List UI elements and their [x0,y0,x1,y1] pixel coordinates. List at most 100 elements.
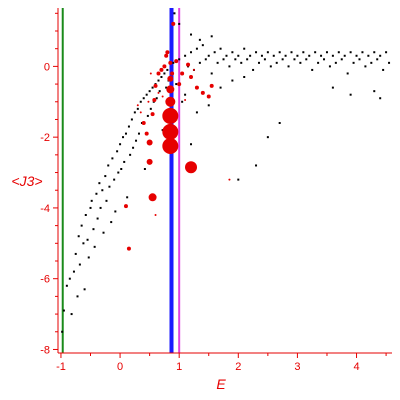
black-point [311,68,314,71]
black-point [385,51,388,54]
black-point [74,252,77,255]
black-point [114,210,117,213]
x-tick-label: -1 [56,361,66,373]
black-point [379,97,382,100]
red-point [168,60,173,65]
black-point [228,65,231,68]
black-point [146,114,149,117]
black-point [207,54,210,57]
black-point [275,61,278,64]
black-point [266,136,269,139]
x-tick-label: 2 [235,361,241,373]
black-point [117,171,120,174]
red-point [164,53,169,58]
black-point [314,51,317,54]
black-point [181,100,184,103]
red-point [154,214,157,216]
black-point [379,54,382,57]
black-point [287,65,290,68]
black-point [127,125,130,128]
black-point [252,68,255,71]
red-point [141,121,146,125]
y-tick-label: -2 [40,132,50,144]
black-point [98,182,101,185]
red-point [161,95,164,98]
black-point [257,61,260,64]
y-axis-label: <J3> [11,173,42,189]
red-point [174,59,179,64]
black-point [122,136,125,139]
black-point [96,217,99,220]
black-point [84,214,87,216]
red-point [146,139,153,146]
black-point [240,61,243,64]
black-point [367,54,370,57]
black-point [76,295,79,298]
black-point [207,104,210,107]
red-point [165,50,170,55]
black-point [349,51,352,54]
black-point [204,58,207,61]
black-point [308,54,311,57]
black-point [222,58,225,61]
black-point [173,12,176,15]
red-point [147,100,150,103]
red-point [149,72,152,75]
black-point [190,143,193,146]
red-point [165,96,176,107]
black-point [145,93,148,96]
black-point [92,228,95,231]
black-point [130,118,133,121]
black-point [376,58,379,61]
red-point [200,90,205,95]
black-point [219,47,222,50]
axes [57,8,392,354]
red-point [206,94,211,99]
black-point [72,270,75,273]
black-point [149,107,152,110]
red-point [123,204,128,209]
black-point [337,51,340,54]
red-point [162,123,179,140]
black-point [231,79,234,82]
red-point [194,85,199,90]
black-point [190,33,193,36]
black-point [346,72,349,75]
black-point [293,58,296,61]
black-point [155,97,158,100]
black-point [157,79,160,82]
black-point [160,76,163,78]
y-tick-label: -6 [40,274,50,286]
red-point [157,91,160,94]
ticks: -1 0 1 2 3 4 0 -2 -4 -6 -8 [40,12,387,373]
red-point [166,85,175,94]
black-point [151,86,154,89]
red-point [185,161,198,174]
black-point [89,206,92,209]
red-point [153,83,158,88]
black-point [278,122,281,124]
black-point [320,54,323,57]
black-point [373,90,376,93]
red-point [162,138,179,154]
black-point [82,242,85,245]
black-point [216,61,219,64]
black-point [113,178,116,181]
black-point [86,238,89,241]
black-point [349,93,352,96]
black-point [237,178,240,181]
black-point [260,54,263,57]
black-point [290,51,293,54]
black-point [263,58,266,61]
red-point [171,21,176,26]
black-point [225,54,228,57]
black-point [299,61,302,64]
red-point [184,99,187,101]
black-point [317,61,320,64]
red-point [170,71,175,76]
black-point [201,44,204,47]
red-point [136,104,139,107]
black-point [178,58,181,61]
black-point [249,54,252,57]
black-point [110,221,113,224]
